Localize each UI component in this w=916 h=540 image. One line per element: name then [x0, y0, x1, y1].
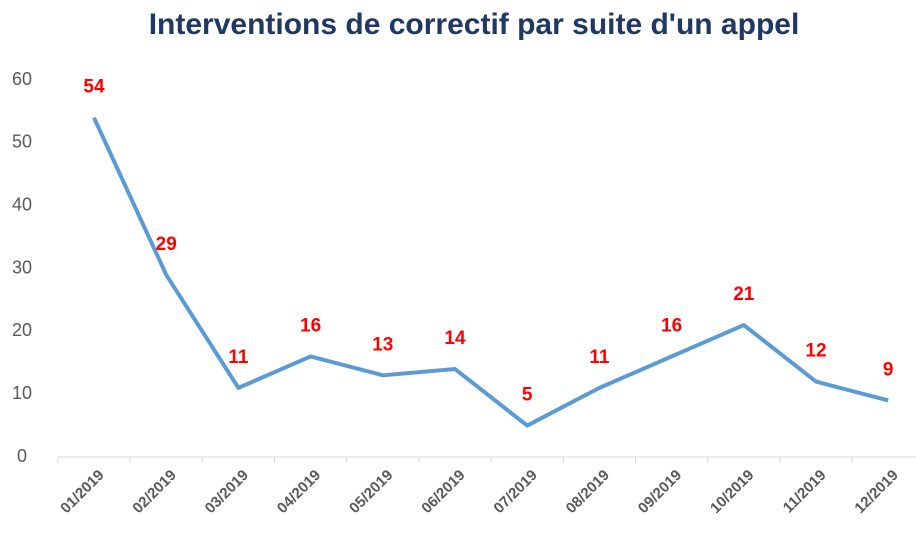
- data-label: 13: [372, 334, 393, 355]
- x-tick-label: 07/2019: [490, 467, 540, 517]
- data-label: 14: [444, 328, 466, 349]
- x-tick-label: 06/2019: [418, 467, 468, 517]
- data-label: 16: [300, 315, 321, 336]
- x-tick-label: 10/2019: [707, 467, 757, 517]
- x-tick-label: 04/2019: [274, 467, 324, 517]
- data-label: 11: [228, 347, 249, 368]
- x-tick-label: 05/2019: [346, 467, 396, 517]
- data-label: 21: [733, 284, 755, 305]
- x-tick-label: 11/2019: [780, 467, 830, 517]
- x-tick-label: 12/2019: [851, 467, 901, 517]
- x-tick-label: 02/2019: [129, 467, 179, 517]
- data-label: 11: [589, 347, 610, 368]
- y-tick-label: 30: [12, 257, 32, 277]
- data-label: 5: [522, 385, 533, 406]
- y-tick-label: 10: [12, 383, 32, 403]
- x-tick-label: 09/2019: [635, 467, 685, 517]
- x-tick-label: 03/2019: [202, 467, 252, 517]
- y-tick-label: 50: [12, 132, 32, 152]
- y-tick-label: 20: [12, 320, 32, 340]
- x-tick-label: 01/2019: [57, 467, 107, 517]
- y-tick-label: 0: [17, 446, 27, 466]
- y-tick-label: 60: [12, 69, 32, 89]
- data-label: 54: [83, 77, 105, 98]
- data-label: 9: [883, 359, 894, 380]
- x-tick-label: 08/2019: [563, 467, 613, 517]
- data-label: 16: [661, 315, 682, 336]
- y-tick-label: 40: [12, 194, 32, 214]
- data-label: 29: [156, 234, 177, 255]
- data-line: [92, 116, 889, 428]
- data-label: 12: [805, 341, 826, 362]
- chart-title: Interventions de correctif par suite d'u…: [149, 8, 800, 41]
